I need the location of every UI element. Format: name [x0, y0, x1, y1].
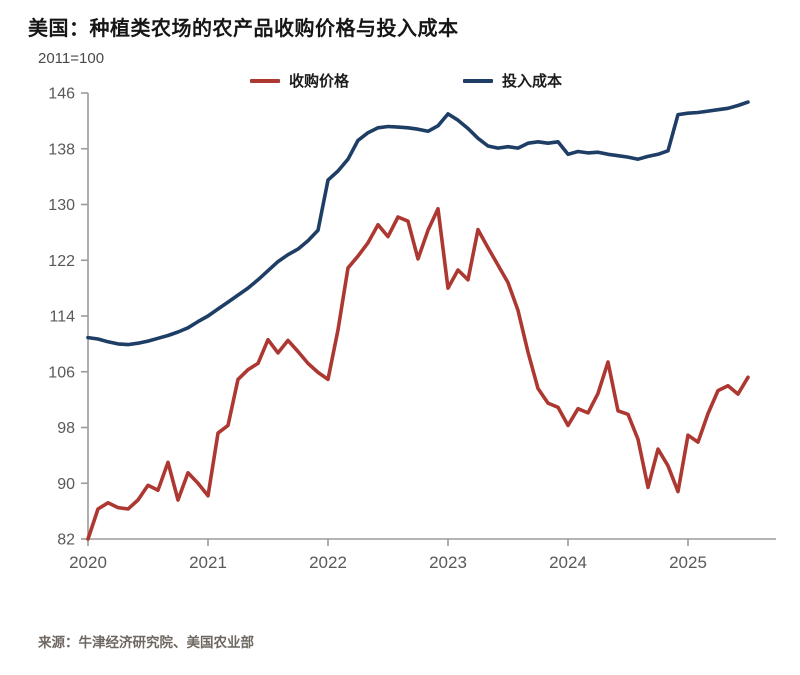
chart-series-lines: [86, 100, 750, 541]
y-tick-label: 82: [57, 532, 75, 549]
legend: 收购价格 投入成本: [0, 70, 800, 92]
legend-label-input-cost: 投入成本: [502, 73, 563, 90]
y-tick-label: 138: [48, 141, 75, 158]
y-tick-label: 122: [48, 253, 75, 270]
source-note: 来源：牛津经济研究院、美国农业部: [38, 635, 254, 650]
x-tick-label: 2021: [189, 553, 227, 572]
y-tick-label: 90: [57, 476, 75, 493]
legend-label-purchase-price: 收购价格: [289, 73, 350, 90]
y-tick-label: 146: [48, 86, 75, 103]
chart-title: 美国：种植类农场的农产品收购价格与投入成本: [28, 18, 459, 40]
legend-item-purchase-price: 收购价格: [250, 70, 349, 91]
legend-item-input-cost: 投入成本: [463, 70, 562, 91]
series-line-0: [86, 206, 750, 541]
x-tick-label: 2023: [429, 553, 467, 572]
purchase-price-line-swatch: [250, 78, 280, 83]
units-label: 2011=100: [38, 50, 105, 67]
input-cost-line-swatch: [463, 78, 493, 83]
y-tick-label: 130: [48, 197, 75, 214]
y-tick-label: 106: [48, 364, 75, 381]
series-line-1: [86, 100, 750, 347]
y-tick-label: 114: [49, 309, 75, 326]
x-tick-label: 2020: [69, 553, 107, 572]
chart-axes: [81, 92, 776, 546]
x-tick-label: 2022: [309, 553, 347, 572]
x-tick-label: 2024: [549, 553, 587, 572]
y-tick-label: 98: [57, 420, 75, 437]
x-tick-label: 2025: [669, 553, 707, 572]
chart-tick-labels: 82 90 98 106 114 122 130 138 146 2020 2021 2022 2023…: [48, 86, 707, 573]
